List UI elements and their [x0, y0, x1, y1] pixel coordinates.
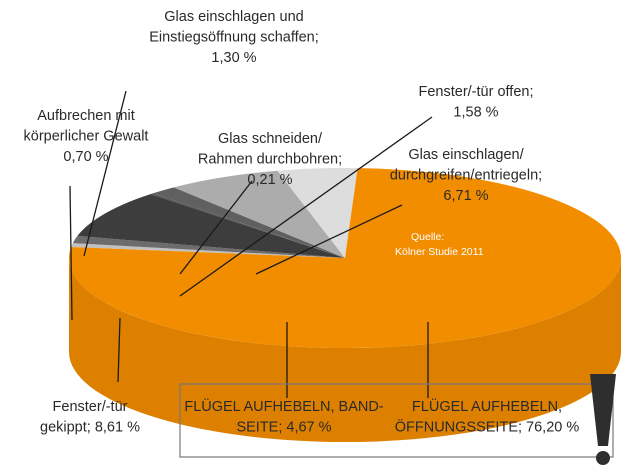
- slice-top-5: [173, 170, 345, 258]
- slice-label-0: Aufbrechen mit körperlicher Gewalt 0,70 %: [24, 108, 149, 165]
- source-line-1: Quelle:: [411, 231, 444, 243]
- highlight-box: [179, 383, 614, 458]
- leader-line-3: [179, 180, 253, 275]
- slice-label-6: FLÜGEL AUFHEBELN, BAND-SEITE; 4,67 %: [184, 397, 383, 436]
- leader-line-0: [69, 185, 73, 321]
- slice-top-2: [77, 194, 345, 258]
- slice-label-2: Fenster/-tür gekippt; 8,61 %: [40, 399, 140, 436]
- leader-lines: [69, 90, 433, 398]
- slice-label-3: Glas schneiden/Rahmen durchbohren; 0,21 %: [198, 131, 342, 188]
- slice-top-7: [68, 168, 621, 348]
- exclamation-icon: [590, 374, 616, 465]
- slice-labels: Aufbrechen mit körperlicher Gewalt 0,70 %G…: [24, 9, 580, 436]
- leader-line-4: [179, 116, 433, 297]
- slice-label-7: FLÜGEL AUFHEBELN, ÖFFNUNGSSEITE; 76,20 %: [395, 397, 580, 436]
- slice-top-0: [71, 243, 346, 258]
- slice-top-1: [72, 235, 346, 258]
- slice-label-4: Fenster/-tür offen; 1,58 %: [419, 84, 534, 121]
- leader-line-1: [83, 90, 127, 257]
- leader-line-2: [117, 317, 121, 383]
- slice-side-7: [69, 258, 621, 442]
- source-line-2: Kölner Studie 2011: [395, 246, 484, 258]
- pie-slices: [68, 168, 621, 442]
- slice-top-4: [153, 187, 345, 258]
- slice-top-3: [150, 193, 345, 258]
- slice-label-5: Glas einschlagen/durchgreifen/entriegeln…: [390, 147, 542, 204]
- leader-line-5: [255, 204, 403, 275]
- source-note: Quelle: Kölner Studie 2011: [395, 231, 484, 258]
- slice-label-1: Glas einschlagen und Einstiegsöffnung sch…: [149, 9, 319, 66]
